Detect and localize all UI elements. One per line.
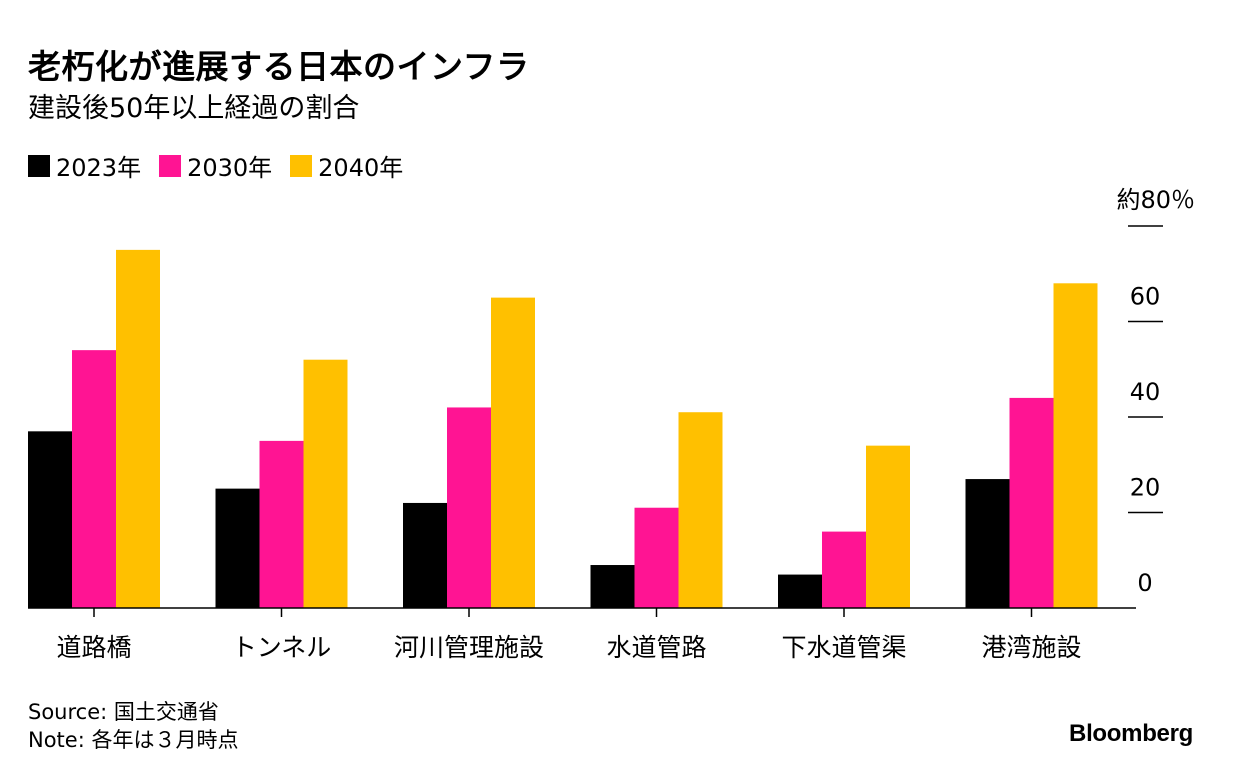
bar-3-0 [590, 565, 635, 608]
x-tick-label-3: 水道管路 [606, 633, 706, 662]
bar-5-0 [965, 479, 1010, 608]
bar-1-2 [303, 359, 348, 608]
bloomberg-logo: Bloomberg [1069, 720, 1193, 747]
y-tick-label-3: 60 [1130, 283, 1161, 311]
legend-label-2030: 2030年 [187, 154, 273, 182]
legend: 2023年 2030年 2040年 [28, 148, 421, 183]
source-note: Source: 国土交通省 [28, 700, 219, 724]
bar-2-0 [403, 502, 447, 608]
x-tick-label-1: トンネル [232, 633, 332, 662]
legend-swatch-2040 [290, 154, 313, 177]
x-tick-label-0: 道路橋 [56, 633, 131, 662]
legend-item-2040: 2040年 [290, 148, 403, 183]
y-tick-label-0: 0 [1137, 569, 1152, 597]
bar-1-0 [215, 488, 260, 608]
legend-swatch-2030 [159, 154, 182, 177]
bar-3-1 [634, 507, 679, 608]
footer: Source: 国土交通省 Note: 各年は３月時点 [28, 698, 238, 754]
chart-title: 老朽化が進展する日本のインフラ [28, 47, 530, 86]
x-tick-label-5: 港湾施設 [981, 633, 1081, 662]
legend-label-2023: 2023年 [56, 154, 142, 182]
bar-4-1 [822, 531, 866, 608]
bar-5-2 [1053, 283, 1098, 608]
y-tick-label-1: 20 [1130, 474, 1161, 502]
legend-label-2040: 2040年 [318, 154, 404, 182]
legend-item-2030: 2030年 [159, 148, 272, 183]
bar-1-1 [259, 440, 304, 608]
date-note: Note: 各年は３月時点 [28, 728, 239, 752]
y-tick-label-2: 40 [1130, 378, 1161, 406]
bar-0-2 [116, 249, 160, 608]
bar-2-1 [447, 407, 491, 608]
bar-5-1 [1009, 397, 1054, 608]
chart-subtitle: 建設後50年以上経過の割合 [28, 93, 360, 124]
bar-2-2 [491, 297, 535, 608]
y-tick-label-4: 約80％ [1116, 186, 1195, 214]
x-tick-label-2: 河川管理施設 [394, 633, 544, 662]
legend-item-2023: 2023年 [28, 148, 141, 183]
bar-0-1 [72, 350, 116, 608]
x-tick-label-4: 下水道管渠 [781, 633, 906, 662]
bar-4-0 [778, 574, 822, 608]
legend-swatch-2023 [28, 154, 50, 177]
bar-3-2 [678, 412, 723, 608]
bar-0-0 [28, 431, 72, 608]
bar-4-2 [866, 445, 910, 608]
